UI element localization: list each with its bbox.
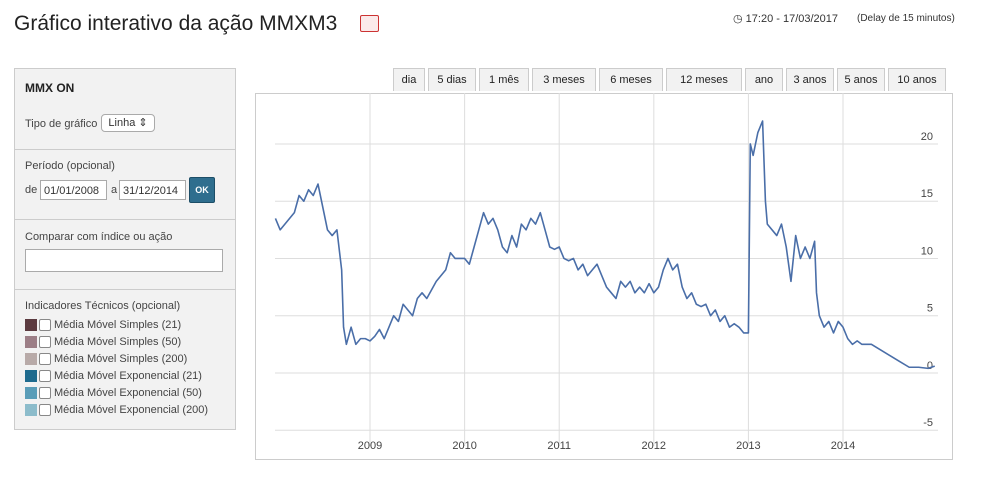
chart-type-label: Tipo de gráfico: [25, 118, 98, 130]
compare-input[interactable]: [25, 249, 223, 272]
indicator-checkbox[interactable]: [39, 404, 51, 417]
indicator-row: Média Móvel Simples (200): [25, 352, 187, 366]
chart: -5 0 5 10 15 20 2009 2010 2011 2012 2013 2014: [255, 93, 953, 460]
indicators-label: Indicadores Técnicos (opcional): [25, 300, 181, 312]
indicator-checkbox[interactable]: [39, 336, 51, 349]
to-input[interactable]: 31/12/2014: [119, 180, 186, 200]
indicator-label: Média Móvel Exponencial (200): [54, 404, 209, 416]
to-label: a: [111, 184, 118, 196]
chart-type-value: Linha: [108, 117, 136, 129]
indicator-checkbox[interactable]: [39, 387, 51, 400]
indicator-row: Média Móvel Exponencial (21): [25, 369, 202, 383]
period-tabs: dia 5 dias 1 mês 3 meses 6 meses 12 meses ano 3…: [390, 68, 946, 92]
indicator-checkbox[interactable]: [39, 353, 51, 366]
page-title: Gráfico interativo da ação MMXM3: [14, 12, 338, 35]
indicator-row: Média Móvel Exponencial (50): [25, 386, 202, 400]
period-tab[interactable]: 5 anos: [837, 68, 885, 91]
period-tab[interactable]: 6 meses: [599, 68, 663, 91]
separator: [15, 289, 235, 290]
indicator-checkbox[interactable]: [39, 370, 51, 383]
x-tick-label: 2013: [736, 440, 760, 452]
x-tick-label: 2012: [642, 440, 666, 452]
delay-note: (Delay de 15 minutos): [857, 13, 955, 24]
from-input[interactable]: 01/01/2008: [40, 180, 107, 200]
price-line: [274, 120, 936, 370]
indicator-row: Média Móvel Simples (50): [25, 335, 181, 349]
mail-icon[interactable]: [360, 15, 379, 32]
x-tick-label: 2011: [547, 440, 571, 452]
stock-name: MMX ON: [25, 81, 75, 95]
time-text: 17:20 - 17/03/2017: [745, 13, 839, 25]
x-tick-label: 2009: [358, 440, 382, 452]
period-tab[interactable]: 5 dias: [428, 68, 476, 91]
indicator-swatch: [25, 353, 37, 366]
indicator-swatch: [25, 319, 37, 332]
y-tick-label: 5: [927, 303, 933, 315]
indicator-swatch: [25, 404, 37, 417]
period-tab[interactable]: 3 meses: [532, 68, 596, 91]
indicator-label: Média Móvel Exponencial (50): [54, 387, 202, 399]
compare-label: Comparar com índice ou ação: [25, 231, 173, 243]
indicator-swatch: [25, 336, 37, 349]
period-tab[interactable]: dia: [393, 68, 425, 91]
timestamp: ◷ 17:20 - 17/03/2017: [733, 13, 839, 25]
y-tick-label: 20: [921, 131, 933, 143]
chart-type-select[interactable]: Linha ⇕: [101, 114, 155, 132]
indicator-row: Média Móvel Exponencial (200): [25, 403, 208, 417]
y-tick-label: 0: [927, 360, 933, 372]
plot-frame: [255, 93, 953, 460]
indicator-checkbox[interactable]: [39, 319, 51, 332]
period-tab[interactable]: 1 mês: [479, 68, 529, 91]
y-tick-label: 10: [921, 245, 933, 257]
separator: [15, 219, 235, 220]
y-tick-label: 15: [921, 188, 933, 200]
period-tab[interactable]: 3 anos: [786, 68, 834, 91]
period-label: Período (opcional): [25, 160, 115, 172]
indicator-row: Média Móvel Simples (21): [25, 318, 181, 332]
indicator-swatch: [25, 387, 37, 400]
indicator-label: Média Móvel Simples (50): [54, 336, 182, 348]
indicator-swatch: [25, 370, 37, 383]
from-label: de: [25, 184, 38, 196]
indicator-label: Média Móvel Simples (200): [54, 353, 188, 365]
options-panel: MMX ON Tipo de gráfico Linha ⇕ Período (…: [14, 68, 236, 430]
separator: [15, 149, 235, 150]
y-tick-label: -5: [923, 417, 933, 429]
period-tab[interactable]: 12 meses: [666, 68, 742, 91]
period-tab[interactable]: ano: [745, 68, 783, 91]
indicator-label: Média Móvel Simples (21): [54, 319, 182, 331]
x-tick-label: 2010: [452, 440, 476, 452]
period-tab[interactable]: 10 anos: [888, 68, 946, 91]
x-tick-label: 2014: [831, 440, 855, 452]
indicator-label: Média Móvel Exponencial (21): [54, 370, 202, 382]
ok-button[interactable]: OK: [189, 177, 215, 203]
